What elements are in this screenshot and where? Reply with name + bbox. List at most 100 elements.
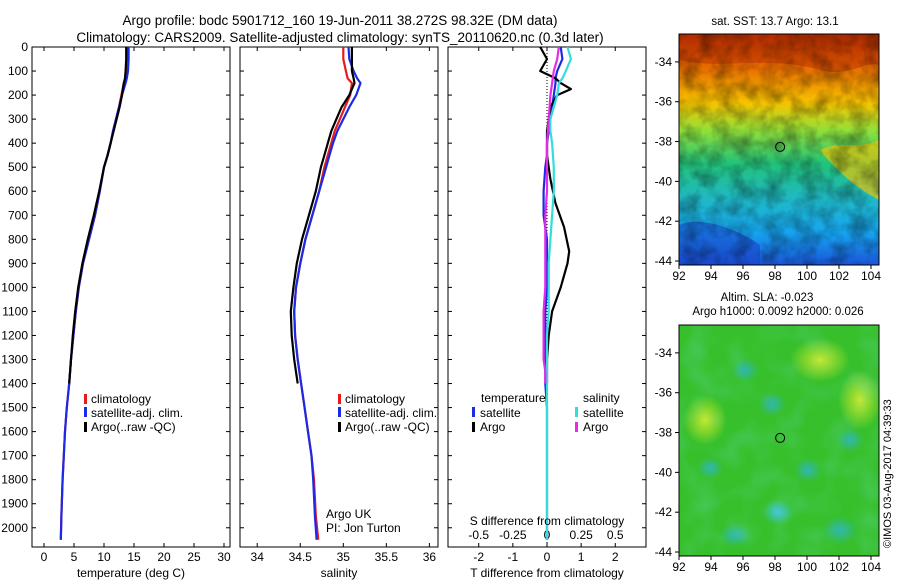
depth-tick-label: 100 xyxy=(8,64,28,78)
map-lat-label: -44 xyxy=(655,545,673,559)
temperature-plot-frame xyxy=(31,46,231,548)
legend-label-sal-satellite: satellite xyxy=(583,406,624,420)
depth-tick-label: 1300 xyxy=(1,353,28,367)
x-tick-label: 34.5 xyxy=(289,550,313,564)
series-line-salinity-argo xyxy=(542,47,560,384)
s-diff-tick-label: -0.5 xyxy=(468,528,489,542)
salinity-annotation-line2: PI: Jon Turton xyxy=(326,521,401,535)
depth-tick-label: 1700 xyxy=(1,449,28,463)
map-lon-label: 104 xyxy=(861,269,881,283)
legend-swatch-sal-satellite xyxy=(575,407,578,417)
legend-swatch-argo xyxy=(84,422,87,432)
x-tick-label: -1 xyxy=(508,550,519,564)
map-lon-label: 102 xyxy=(829,269,849,283)
map-lon-label: 92 xyxy=(672,560,686,574)
depth-tick-label: 500 xyxy=(8,160,28,174)
difference-x-label: T difference from climatology xyxy=(470,566,624,580)
map-lat-label: -42 xyxy=(655,505,673,519)
depth-tick-label: 2000 xyxy=(1,521,28,535)
depth-tick-label: 900 xyxy=(8,256,28,270)
x-tick-label: 20 xyxy=(157,550,171,564)
legend-label-argo: Argo(..raw -QC) xyxy=(345,420,430,434)
legend-swatch-climatology xyxy=(84,394,87,404)
depth-tick-label: 200 xyxy=(8,88,28,102)
legend-swatch-satellite xyxy=(338,407,341,417)
sla-map-title-line2: Argo h1000: 0.0092 h2000: 0.026 xyxy=(692,306,863,318)
temperature-x-label: temperature (deg C) xyxy=(77,566,185,580)
sla-map xyxy=(678,324,882,557)
sla-map-frame xyxy=(678,324,880,557)
legend-label-climatology: climatology xyxy=(345,392,405,406)
map-lon-label: 92 xyxy=(672,269,686,283)
x-tick-label: 5 xyxy=(71,550,78,564)
legend-label-climatology: climatology xyxy=(91,392,151,406)
depth-axis: 0 100 200 300 400 500 600 700 800 900 1000 1100 1200… xyxy=(1,40,646,535)
sla-texture xyxy=(679,325,879,556)
map-lat-label: -40 xyxy=(655,174,673,188)
temperature-series xyxy=(59,47,130,540)
difference-legend: temperature salinity satellite Argo sate… xyxy=(472,391,624,434)
sst-map-axes: 92 94 96 98 100 102 104 -34 -36 -38 -40 -42 -44 xyxy=(655,55,882,283)
map-lon-label: 94 xyxy=(704,560,718,574)
temperature-legend: climatology satellite-adj. clim. Argo(..… xyxy=(84,392,183,434)
legend-label-satellite: satellite-adj. clim. xyxy=(91,406,183,420)
legend-label-satellite: satellite-adj. clim. xyxy=(345,406,437,420)
difference-top-label: S difference from climatology xyxy=(470,514,625,528)
x-tick-label: -2 xyxy=(473,550,484,564)
legend-label-sal-argo: Argo xyxy=(583,420,609,434)
series-line-argo-raw-qc xyxy=(68,47,128,384)
depth-tick-label: 0 xyxy=(21,40,28,54)
difference-series xyxy=(539,47,573,540)
series-line-satellite-adj-clim xyxy=(293,47,362,540)
depth-tick-label: 1100 xyxy=(2,304,28,318)
map-lon-label: 102 xyxy=(829,560,849,574)
x-tick-label: 35.5 xyxy=(375,550,399,564)
depth-tick-label: 700 xyxy=(8,208,28,222)
map-lat-label: -34 xyxy=(655,55,673,69)
x-tick-label: 35 xyxy=(337,550,351,564)
salinity-annotation-line1: Argo UK xyxy=(326,507,371,521)
x-tick-label: 15 xyxy=(127,550,141,564)
legend-swatch-satellite xyxy=(84,407,87,417)
series-line-argo-raw-qc xyxy=(289,47,356,384)
x-tick-label: 30 xyxy=(217,550,231,564)
map-lon-label: 100 xyxy=(797,269,817,283)
legend-swatch-temp-satellite xyxy=(472,407,475,417)
depth-tick-label: 1500 xyxy=(1,401,28,415)
sst-map xyxy=(678,33,880,266)
legend-header-temperature: temperature xyxy=(481,391,546,405)
figure-title-line2: Climatology: CARS2009. Satellite-adjuste… xyxy=(76,30,604,45)
x-tick-label: 36 xyxy=(423,550,437,564)
sst-map-frame xyxy=(678,33,880,266)
legend-header-salinity: salinity xyxy=(583,391,620,405)
legend-swatch-sal-argo xyxy=(575,422,578,432)
x-tick-label: 0 xyxy=(41,550,48,564)
salinity-series xyxy=(289,47,362,540)
sla-map-title-line1: Altim. SLA: -0.023 xyxy=(721,292,814,304)
sla-argo-location-marker xyxy=(775,432,786,443)
salinity-legend: climatology satellite-adj. clim. Argo(..… xyxy=(338,392,437,434)
x-tick-label: 34 xyxy=(251,550,265,564)
x-tick-label: 10 xyxy=(97,550,111,564)
map-lat-label: -42 xyxy=(655,214,673,228)
salinity-x-axis: 34 34.5 35 35.5 36 xyxy=(251,47,437,564)
depth-tick-label: 800 xyxy=(8,232,28,246)
map-lon-label: 94 xyxy=(704,269,718,283)
map-lon-label: 104 xyxy=(861,560,881,574)
s-diff-tick-label: 0.25 xyxy=(569,528,593,542)
map-lat-label: -36 xyxy=(655,95,673,109)
map-lat-label: -44 xyxy=(655,254,673,268)
legend-label-temp-satellite: satellite xyxy=(480,406,521,420)
legend-swatch-temp-argo xyxy=(472,422,475,432)
legend-swatch-argo xyxy=(338,422,341,432)
map-lat-label: -36 xyxy=(655,386,673,400)
copyright-stamp: ©IMOS 03-Aug-2017 04:39:33 xyxy=(882,399,894,548)
sst-texture xyxy=(679,34,879,265)
sst-argo-location-marker xyxy=(775,141,786,152)
legend-swatch-climatology xyxy=(338,394,341,404)
sla-map-axes: 92 94 96 98 100 102 104 -34 -36 -38 -40 -42 -44 xyxy=(655,346,882,574)
series-line-satellite-adj-clim xyxy=(59,47,130,540)
x-tick-label: 25 xyxy=(187,550,201,564)
depth-tick-label: 1200 xyxy=(1,328,28,342)
